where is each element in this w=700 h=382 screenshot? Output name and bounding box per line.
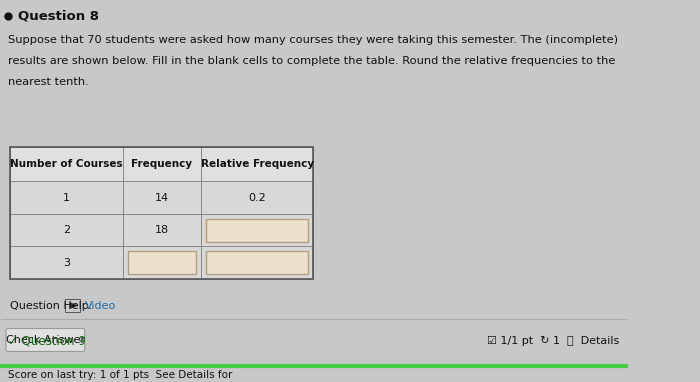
Bar xyxy=(206,219,309,242)
Bar xyxy=(10,246,123,279)
Text: Question 8: Question 8 xyxy=(18,10,99,23)
Bar xyxy=(10,147,314,279)
Bar xyxy=(123,147,201,181)
Bar xyxy=(201,246,314,279)
Text: 2: 2 xyxy=(63,225,70,235)
FancyBboxPatch shape xyxy=(6,329,85,351)
Bar xyxy=(65,299,80,312)
Bar xyxy=(10,147,123,181)
Text: 3: 3 xyxy=(63,257,70,268)
Text: 14: 14 xyxy=(155,193,169,203)
Text: results are shown below. Fill in the blank cells to complete the table. Round th: results are shown below. Fill in the bla… xyxy=(8,56,616,66)
Text: 0.2: 0.2 xyxy=(248,193,266,203)
Text: Frequency: Frequency xyxy=(132,159,192,169)
Text: 18: 18 xyxy=(155,225,169,235)
Bar xyxy=(201,214,314,246)
Bar xyxy=(123,181,201,214)
Bar xyxy=(123,246,201,279)
Bar xyxy=(10,214,123,246)
Text: Check Answer: Check Answer xyxy=(6,335,85,345)
Text: Question Help:: Question Help: xyxy=(10,301,92,311)
Bar xyxy=(206,251,309,274)
Text: 1: 1 xyxy=(63,193,70,203)
Bar xyxy=(201,181,314,214)
Bar xyxy=(10,181,123,214)
Bar xyxy=(201,147,314,181)
Text: ☑ 1/1 pt  ↻ 1  ⓘ  Details: ☑ 1/1 pt ↻ 1 ⓘ Details xyxy=(487,336,620,346)
Text: nearest tenth.: nearest tenth. xyxy=(8,77,89,87)
Text: Suppose that 70 students were asked how many courses they were taking this semes: Suppose that 70 students were asked how … xyxy=(8,35,619,45)
Bar xyxy=(128,251,196,274)
Bar xyxy=(123,214,201,246)
Text: ✓ Question 9: ✓ Question 9 xyxy=(8,334,86,347)
Text: Relative Frequency: Relative Frequency xyxy=(201,159,314,169)
Text: Score on last try: 1 of 1 pts  See Details for: Score on last try: 1 of 1 pts See Detail… xyxy=(8,370,233,380)
Text: Video: Video xyxy=(85,301,116,311)
Polygon shape xyxy=(69,302,79,309)
Text: Number of Courses: Number of Courses xyxy=(10,159,123,169)
